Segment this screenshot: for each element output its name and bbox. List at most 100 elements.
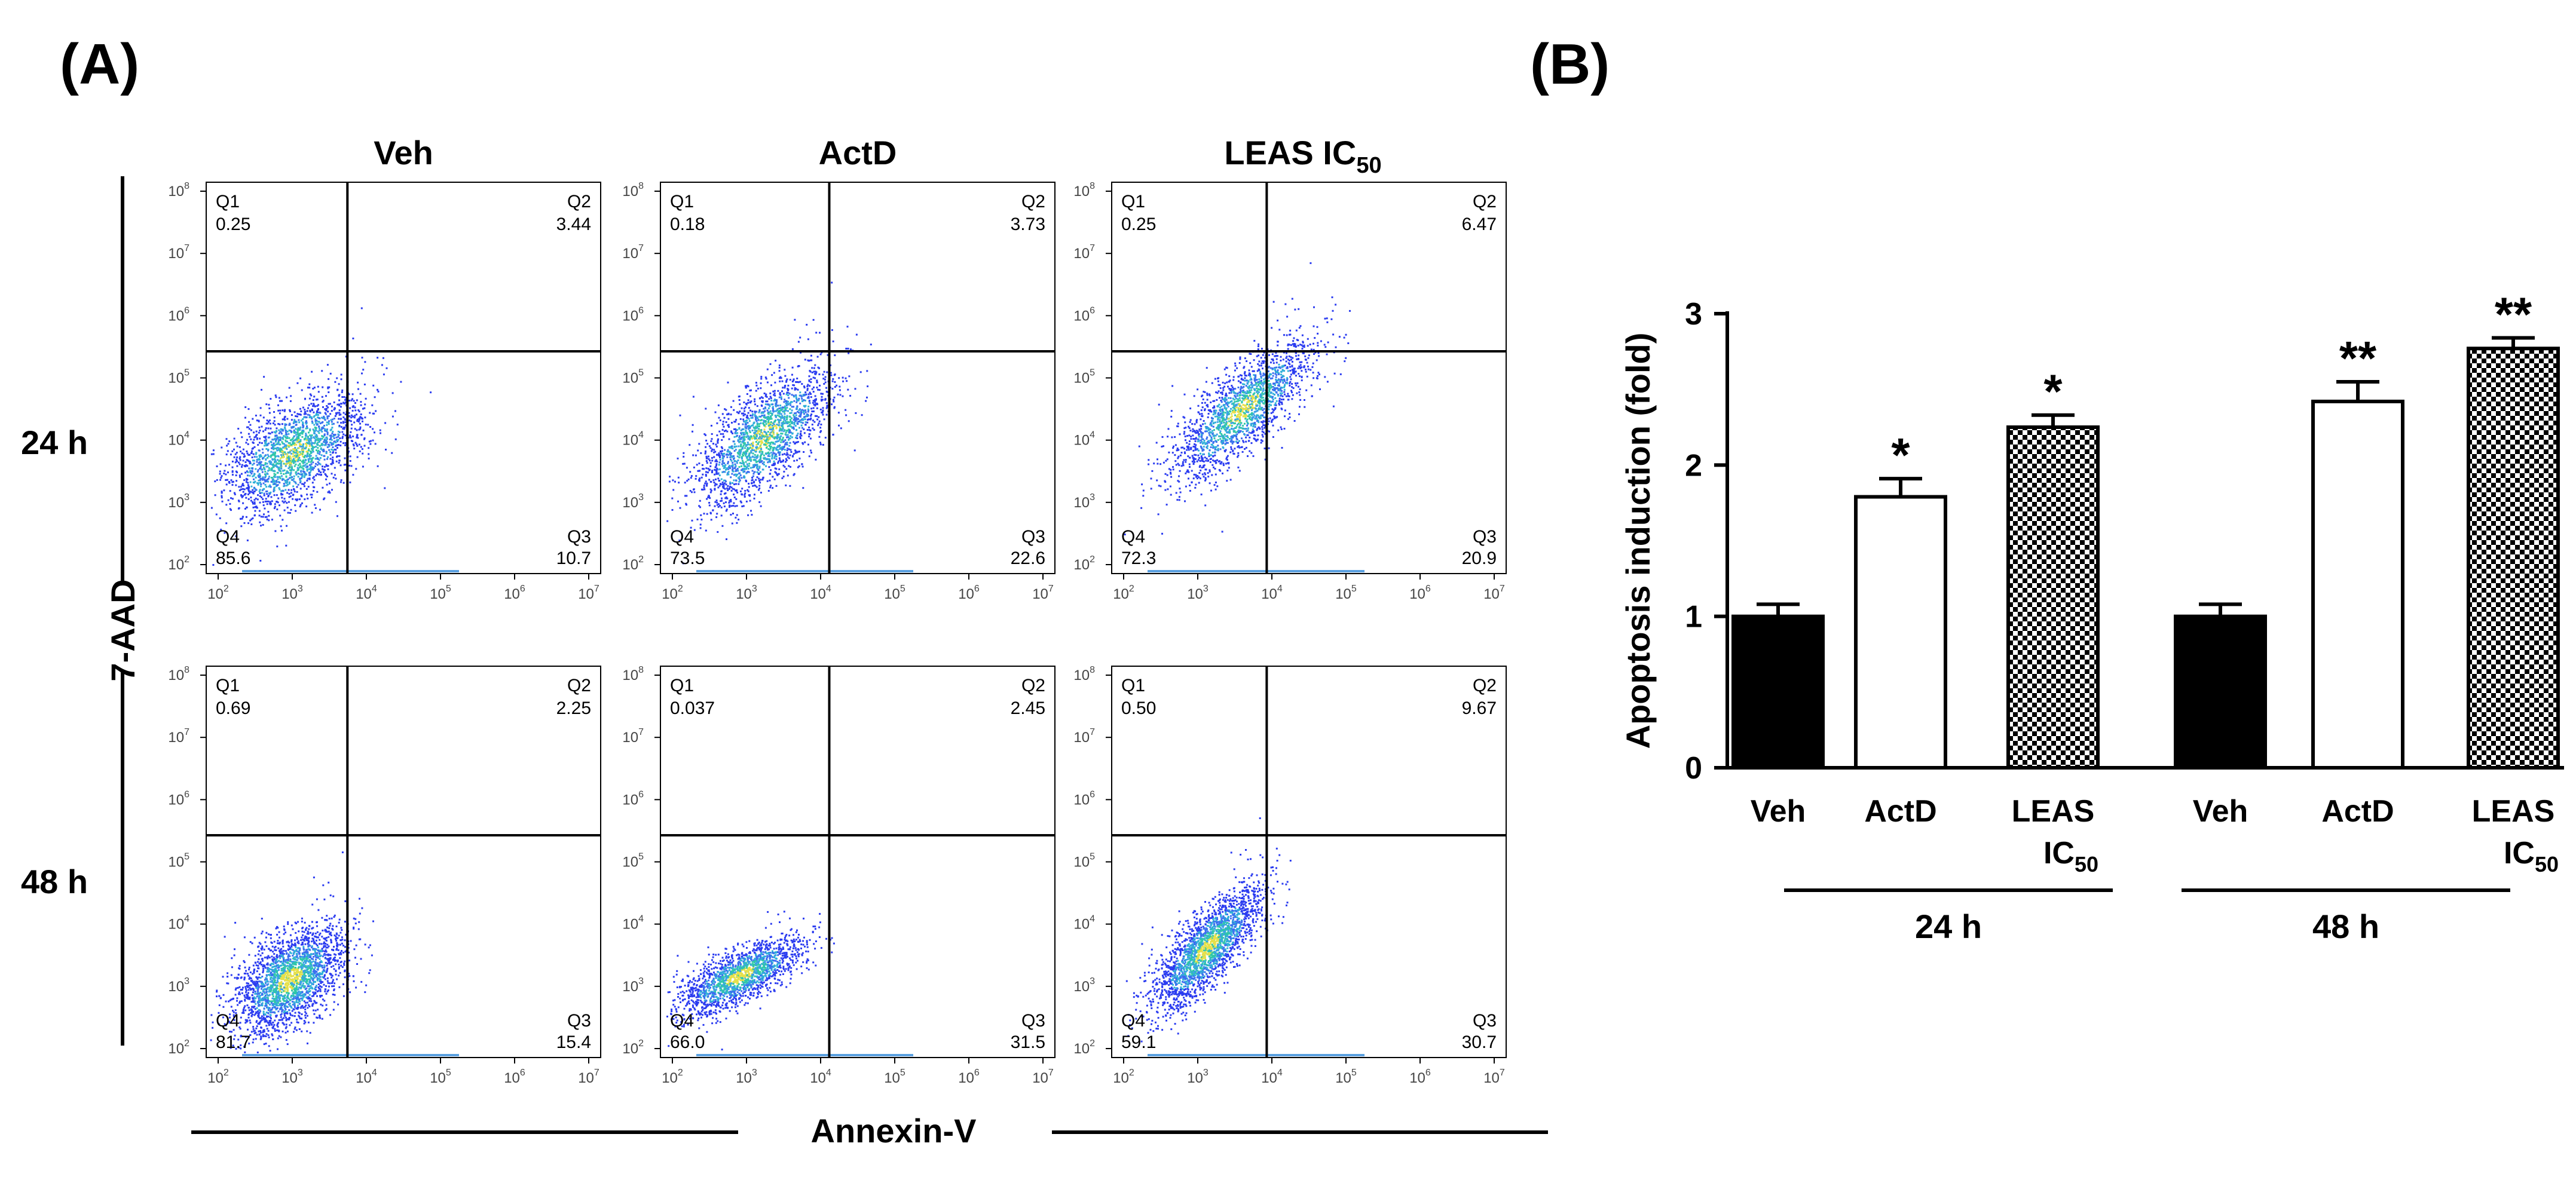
- x-tick-label: 105: [430, 584, 451, 602]
- flow-event-dot: [275, 439, 277, 442]
- flow-event-dot: [760, 378, 763, 380]
- flow-event-dot: [284, 430, 287, 432]
- flow-event-dot: [284, 415, 286, 418]
- flow-event-dot: [787, 448, 789, 449]
- flow-event-dot: [361, 448, 363, 450]
- flow-event-dot: [1222, 447, 1225, 449]
- flow-event-dot: [235, 474, 237, 477]
- flow-event-dot: [293, 491, 296, 493]
- flow-event-dot: [250, 429, 252, 431]
- flow-event-dot: [764, 442, 767, 445]
- flow-event-dot: [755, 410, 758, 413]
- flow-event-dot: [317, 404, 319, 406]
- flow-event-dot: [764, 431, 766, 433]
- flow-event-dot: [1225, 440, 1227, 442]
- flow-event-dot: [723, 485, 725, 487]
- flow-event-dot: [242, 459, 244, 462]
- flow-event-dot: [298, 433, 300, 435]
- flow-event-dot: [258, 473, 261, 476]
- flow-event-dot: [278, 460, 280, 462]
- flow-event-dot: [724, 430, 727, 431]
- flow-event-dot: [280, 448, 283, 450]
- flow-event-dot: [295, 452, 297, 454]
- flow-event-dot: [295, 424, 297, 426]
- flow-event-dot: [1203, 453, 1205, 455]
- flow-event-dot: [1197, 404, 1200, 407]
- flow-event-dot: [249, 461, 251, 463]
- flow-event-dot: [331, 405, 333, 407]
- flow-event-dot: [761, 460, 763, 462]
- flow-event-dot: [281, 529, 283, 532]
- flow-event-dot: [322, 465, 323, 468]
- flow-event-dot: [282, 429, 284, 431]
- flow-event-dot: [742, 442, 745, 444]
- flow-event-dot: [253, 459, 255, 462]
- flow-event-dot: [1251, 406, 1253, 409]
- flow-event-dot: [331, 433, 334, 435]
- flow-event-dot: [1290, 378, 1292, 381]
- flow-event-dot: [294, 421, 296, 424]
- flow-event-dot: [733, 428, 735, 430]
- flow-event-dot: [1208, 393, 1210, 396]
- flow-event-dot: [328, 386, 331, 388]
- flow-event-dot: [285, 424, 287, 426]
- flow-event-dot: [1175, 464, 1177, 466]
- flow-event-dot: [1244, 357, 1246, 360]
- quadrant-q3-value: 10.7: [556, 548, 591, 568]
- flow-event-dot: [705, 467, 708, 470]
- flow-event-dot: [301, 467, 303, 469]
- flow-event-dot: [261, 468, 263, 471]
- flow-event-dot: [1280, 399, 1283, 401]
- flow-event-dot: [263, 478, 265, 480]
- flow-event-dot: [278, 487, 280, 489]
- flow-event-dot: [302, 418, 304, 420]
- flow-event-dot: [1213, 411, 1215, 413]
- flow-event-dot: [1256, 394, 1259, 396]
- flow-event-dot: [314, 504, 316, 506]
- flow-event-dot: [693, 488, 695, 491]
- flow-event-dot: [769, 434, 772, 436]
- flow-event-dot: [800, 409, 803, 412]
- flow-event-dot: [333, 409, 335, 410]
- flow-event-dot: [732, 505, 735, 507]
- flow-event-dot: [799, 408, 801, 410]
- flow-event-dot: [1250, 381, 1253, 384]
- flow-event-dot: [241, 483, 244, 485]
- flow-event-dot: [246, 506, 248, 508]
- flow-event-dot: [291, 467, 293, 470]
- flow-event-dot: [301, 448, 304, 450]
- flow-event-dot: [752, 422, 755, 424]
- flow-event-dot: [702, 489, 704, 491]
- flow-event-dot: [708, 479, 711, 481]
- flow-event-dot: [288, 437, 290, 439]
- flow-event-dot: [787, 392, 790, 394]
- flow-event-dot: [344, 413, 347, 415]
- flow-event-dot: [788, 421, 791, 424]
- flow-event-dot: [339, 406, 342, 408]
- flow-event-dot: [247, 498, 250, 500]
- flow-event-dot: [1275, 358, 1278, 360]
- flow-event-dot: [1238, 445, 1240, 448]
- flow-event-dot: [825, 413, 828, 416]
- flow-event-dot: [776, 401, 778, 403]
- flow-event-dot: [357, 409, 360, 412]
- flow-event-dot: [1217, 417, 1219, 419]
- flow-event-dot: [243, 453, 245, 455]
- flow-event-dot: [307, 436, 309, 438]
- flow-event-dot: [715, 443, 717, 446]
- flow-event-dot: [286, 453, 289, 455]
- flow-event-dot: [754, 464, 757, 467]
- flow-event-dot: [715, 499, 718, 502]
- flow-event-dot: [252, 502, 254, 505]
- flow-event-dot: [713, 451, 715, 453]
- flow-event-dot: [270, 486, 272, 488]
- flow-event-dot: [286, 436, 289, 438]
- flow-event-dot: [778, 460, 780, 462]
- flow-event-dot: [760, 453, 763, 455]
- flow-event-dot: [732, 466, 734, 468]
- flow-event-dot: [289, 410, 291, 412]
- flow-event-dot: [762, 468, 764, 471]
- flow-event-dot: [276, 446, 279, 449]
- flow-event-dot: [1242, 415, 1244, 418]
- flow-event-dot: [781, 449, 783, 451]
